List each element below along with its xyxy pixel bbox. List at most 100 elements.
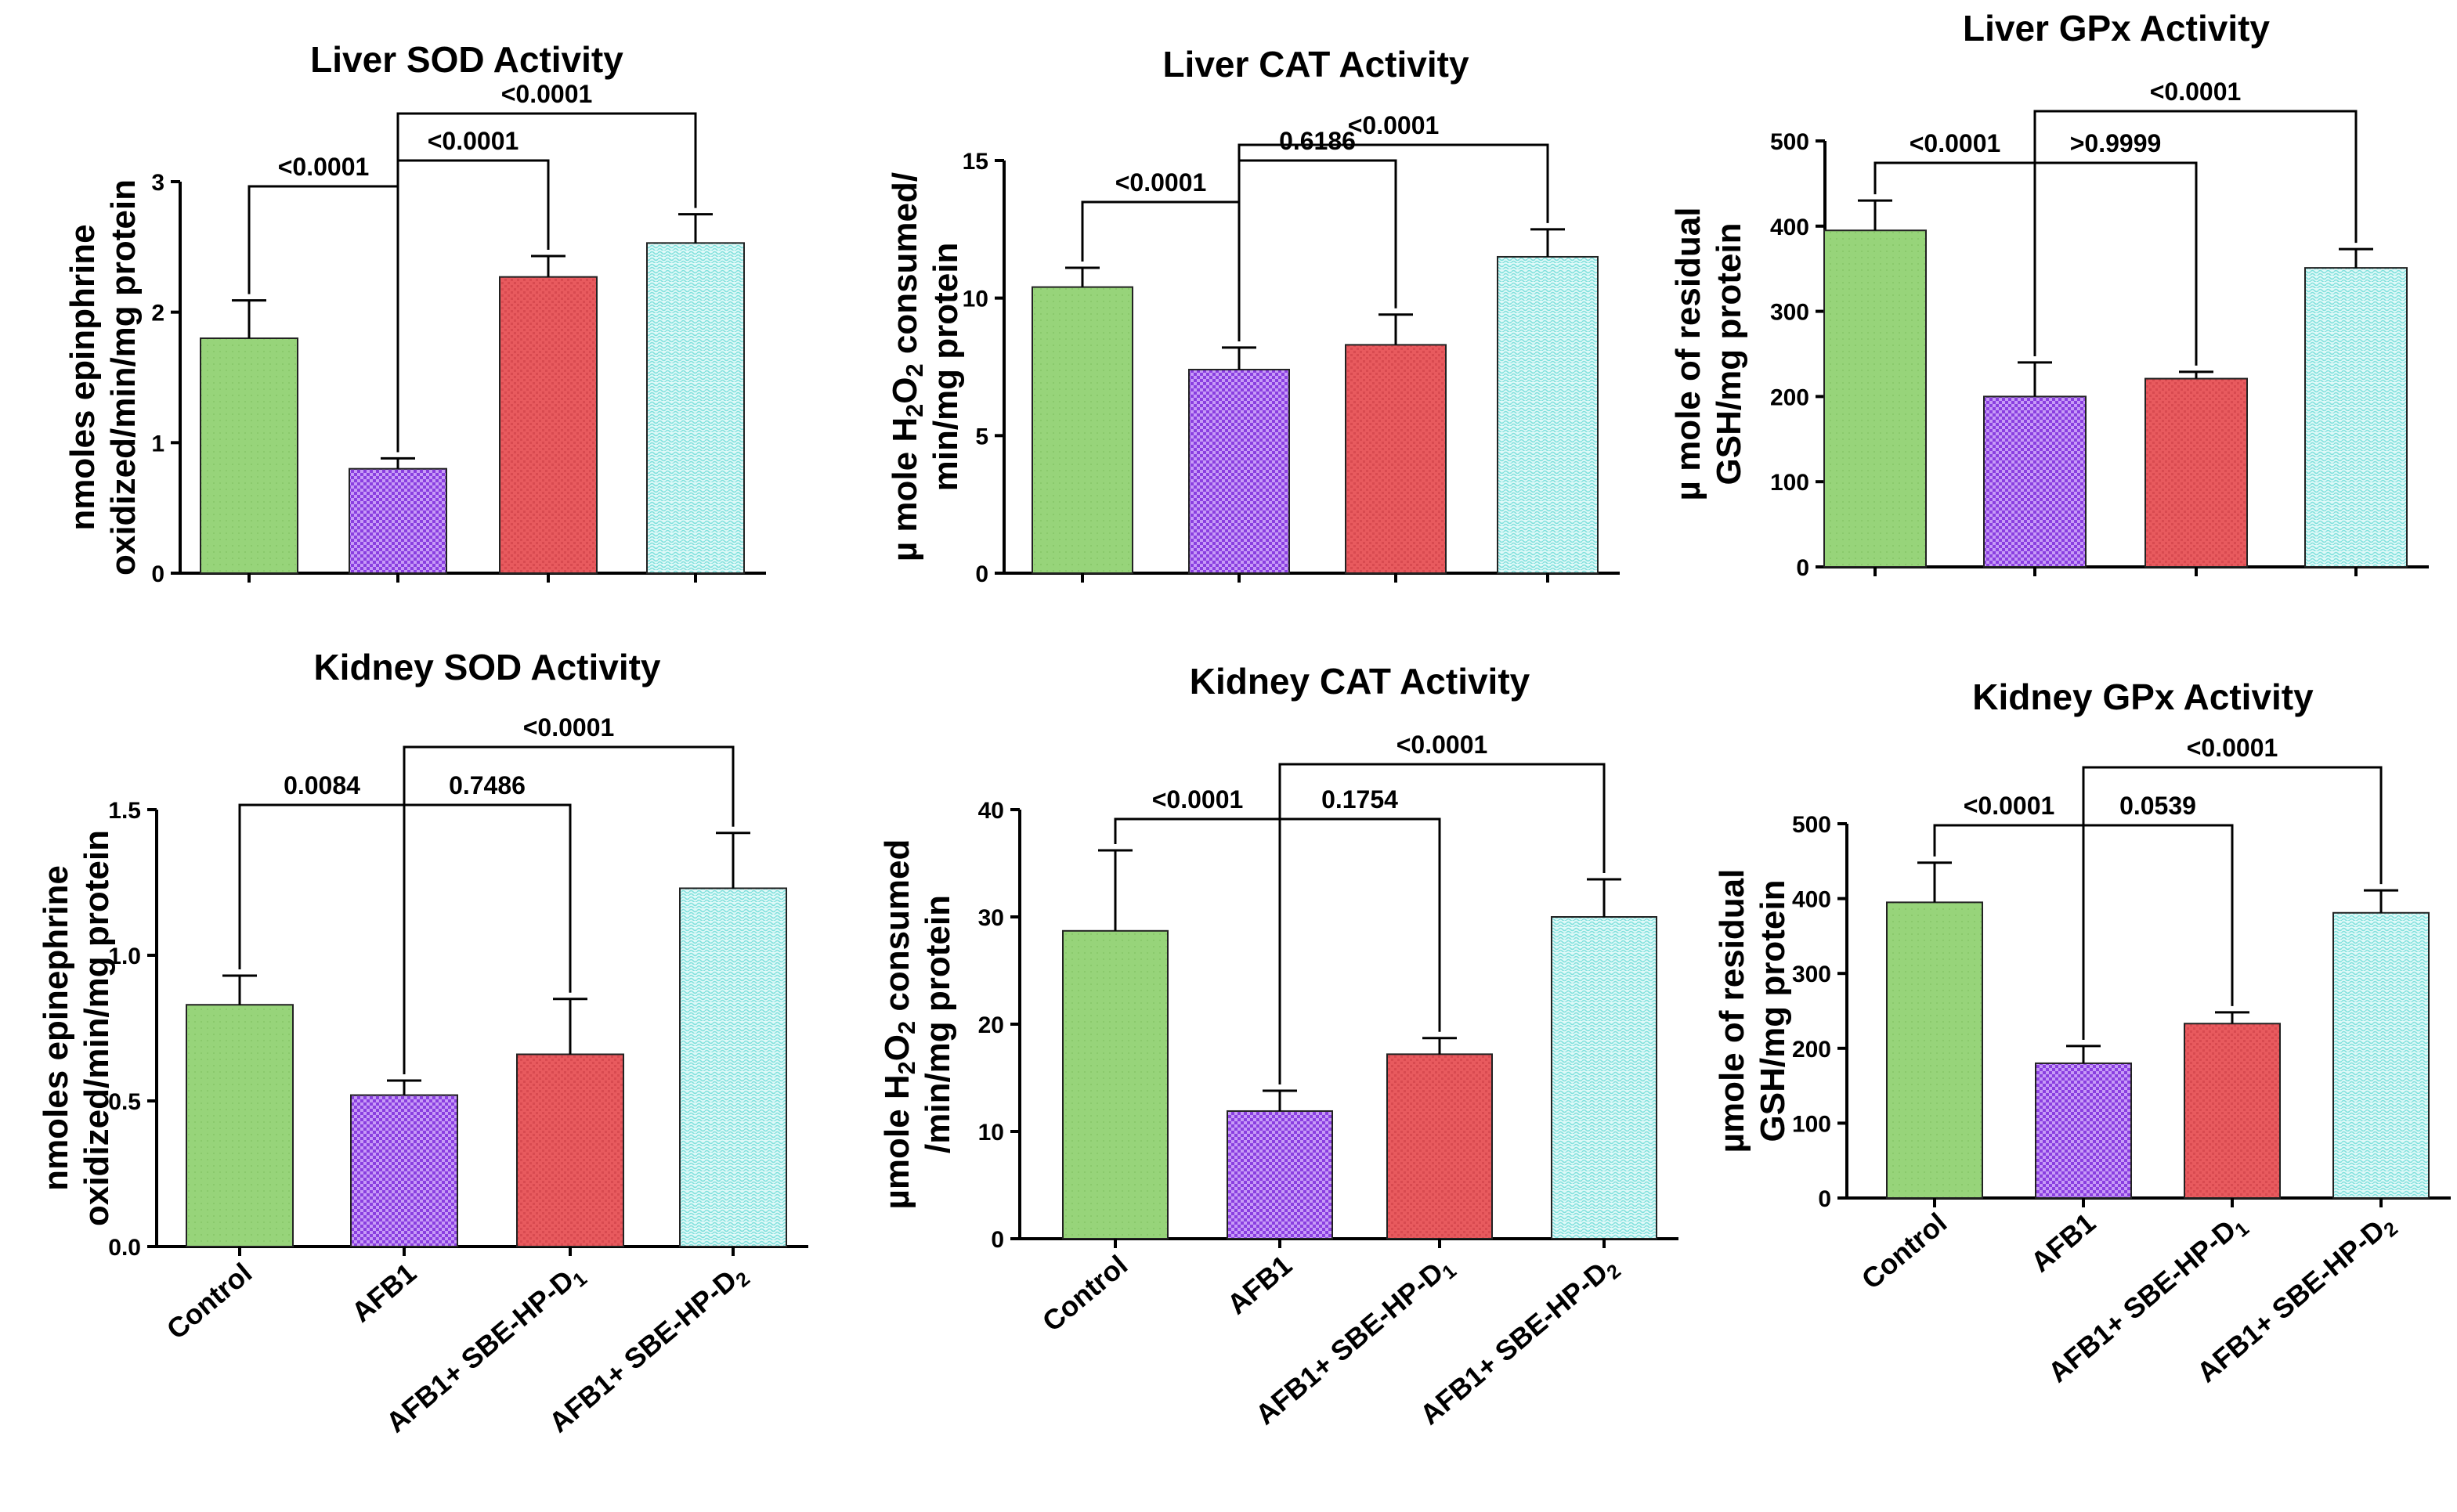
bar-afb1-d1 (1345, 344, 1447, 574)
y-tick-label: 500 (1792, 812, 1831, 838)
p-value-label: 0.7486 (449, 771, 526, 799)
y-tick-label: 20 (978, 1012, 1004, 1038)
y-tick-label: 300 (1792, 962, 1831, 987)
chart-panel: Kidney CAT Activity µmole H2O2 consumed/m… (878, 661, 1678, 1431)
p-value-label: 0.0084 (284, 771, 360, 799)
error-bar (553, 998, 587, 1055)
y-tick-label: 200 (1770, 384, 1809, 410)
y-tick-label: 15 (963, 149, 988, 175)
chart-title: Kidney GPx Activity (1972, 677, 2314, 717)
error-bar (1378, 313, 1413, 345)
y-axis-label: min/mg protein (927, 243, 965, 492)
y-axis-label: GSH/mg protein (1754, 880, 1792, 1142)
y-tick-label: 10 (963, 287, 988, 312)
y-tick-label: 1.0 (108, 944, 141, 969)
bar-afb1-d1 (499, 276, 598, 574)
chart-title: Kidney SOD Activity (313, 647, 660, 687)
bar-afb1 (1227, 1110, 1333, 1240)
error-bar (222, 974, 257, 1005)
p-value-label: <0.0001 (501, 80, 593, 108)
error-bar (2179, 370, 2213, 379)
y-tick-label: 300 (1770, 300, 1809, 326)
bar-afb1-d2 (1497, 255, 1599, 574)
y-tick-label: 0 (991, 1227, 1004, 1253)
y-axis-label: µ mole of residual (1669, 207, 1707, 501)
y-tick-label: 1.5 (108, 798, 141, 824)
error-bar (232, 299, 266, 338)
chart-panel: Liver SOD Activity nmoles epinphrine oxidi… (63, 39, 766, 587)
error-bar (1530, 228, 1565, 257)
error-bar (1263, 1089, 1297, 1111)
significance-bracket (1278, 763, 1606, 1084)
error-bar (2215, 1011, 2249, 1024)
y-tick-label: 40 (978, 798, 1004, 824)
y-tick-label: 400 (1770, 215, 1809, 240)
p-value-label: <0.0001 (1397, 731, 1488, 759)
y-tick-label: 200 (1792, 1037, 1831, 1063)
bar-afb1 (349, 467, 447, 575)
bar-afb1-d1 (516, 1053, 624, 1247)
y-tick-label: 100 (1792, 1111, 1831, 1137)
y-axis-label: GSH/mg protein (1710, 223, 1748, 485)
error-bar (1858, 199, 1892, 231)
bar-control (1032, 286, 1133, 574)
chart-title: Kidney CAT Activity (1190, 661, 1530, 702)
bar-control (1886, 901, 1983, 1199)
y-tick-label: 0 (151, 561, 164, 587)
p-value-label: <0.0001 (1910, 129, 2001, 157)
bar-afb1-d1 (2144, 377, 2248, 568)
category-label-control: Control (1855, 1207, 1953, 1296)
error-bar (1098, 849, 1133, 931)
significance-bracket (1238, 143, 1549, 341)
bar-afb1-d2 (646, 242, 745, 574)
p-value-label: <0.0001 (278, 153, 370, 181)
significance-bracket (2033, 110, 2358, 356)
y-tick-label: 100 (1770, 470, 1809, 496)
y-axis-label: µmole of residual (1713, 869, 1751, 1153)
bar-control (186, 1004, 294, 1247)
y-axis-label: /min/mg protein (919, 895, 957, 1153)
significance-bracket (403, 803, 572, 1074)
y-tick-label: 0.0 (108, 1235, 141, 1261)
p-value-label: <0.0001 (2187, 734, 2278, 762)
p-value-label: <0.0001 (1348, 111, 1440, 139)
y-tick-label: 0 (975, 561, 988, 587)
y-tick-label: 5 (975, 424, 988, 449)
p-value-label: 0.6186 (1279, 127, 1356, 155)
significance-bracket (2082, 766, 2383, 1040)
error-bar (2018, 361, 2052, 397)
bar-afb1-d2 (2304, 267, 2408, 568)
bar-control (200, 337, 298, 574)
chart-panel: Liver GPx Activity µ mole of residual GSH/… (1669, 8, 2429, 581)
y-axis-label: oxidized/min/mg protein (104, 179, 143, 576)
p-value-label: <0.0001 (1115, 168, 1207, 197)
p-value-label: <0.0001 (1964, 792, 2055, 820)
bar-control (1823, 229, 1927, 568)
chart-panel: Liver CAT Activity µ mole H2O2 consumed/m… (886, 44, 1620, 587)
bar-afb1-d2 (2332, 911, 2430, 1200)
y-tick-label: 0 (1818, 1186, 1831, 1212)
error-bar (2339, 247, 2373, 269)
bar-afb1-d2 (679, 887, 787, 1247)
y-tick-label: 0 (1796, 555, 1809, 581)
bar-afb1-d1 (2184, 1023, 2281, 1199)
y-axis-label: oxidized/min/mg protein (78, 830, 116, 1226)
y-tick-label: 0.5 (108, 1089, 141, 1115)
y-tick-label: 10 (978, 1120, 1004, 1146)
y-axis-label: nmoles epinphrine (63, 224, 102, 530)
significance-bracket (403, 745, 735, 1074)
error-bar (1587, 878, 1621, 917)
error-bar (2066, 1045, 2101, 1063)
category-label-afb1: AFB1 (1221, 1249, 1298, 1321)
p-value-label: >0.9999 (2070, 129, 2162, 157)
significance-bracket (396, 112, 697, 453)
chart-panel: Kidney SOD Activity nmoles epinephrine oxi… (37, 647, 808, 1438)
p-value-label: <0.0001 (1152, 785, 1244, 814)
error-bar (531, 254, 565, 277)
chart-title: Liver CAT Activity (1162, 44, 1469, 85)
y-tick-label: 3 (151, 170, 164, 196)
error-bar (387, 1079, 421, 1095)
bar-afb1-d2 (1551, 916, 1657, 1240)
bar-afb1 (1188, 369, 1290, 574)
